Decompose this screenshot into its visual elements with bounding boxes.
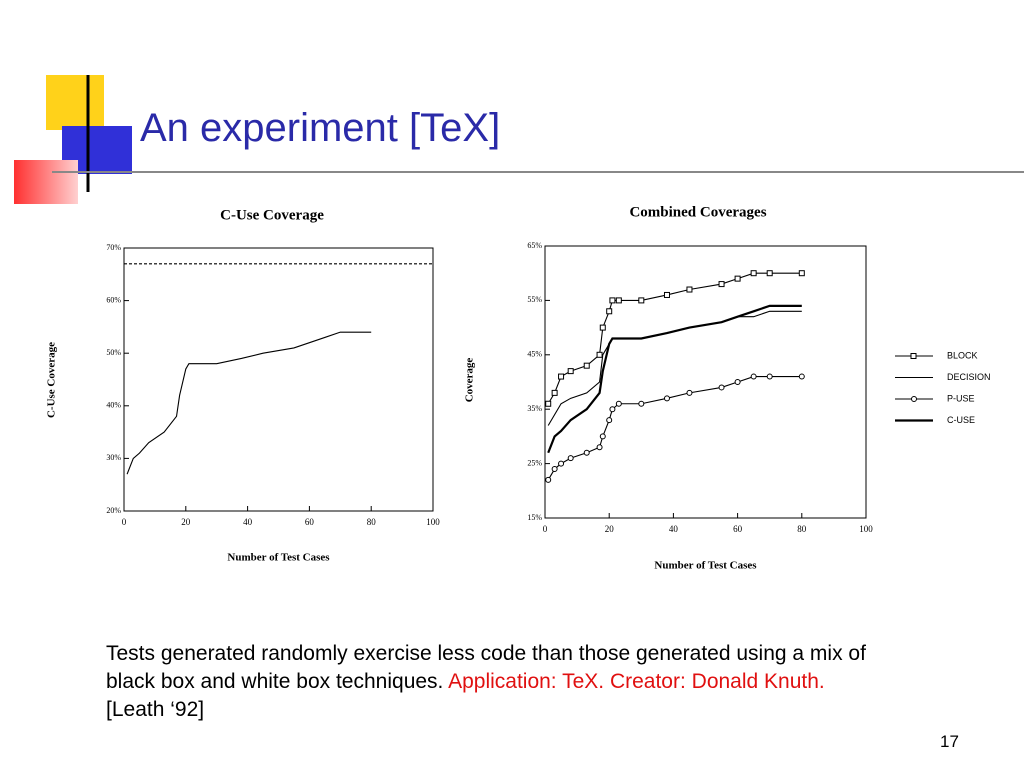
data-marker	[596, 444, 603, 451]
x-tick-label: 100	[426, 517, 440, 527]
legend-label: DECISION	[947, 372, 991, 382]
y-axis-label: Coverage	[464, 358, 476, 403]
x-tick-label: 20	[605, 524, 615, 534]
y-tick-label: 30%	[106, 453, 121, 462]
data-marker	[686, 389, 693, 396]
data-marker	[638, 400, 645, 407]
x-axis-label: Number of Test Cases	[654, 560, 757, 572]
data-marker	[558, 373, 565, 380]
decor-yellow	[46, 75, 104, 130]
x-tick-label: 60	[733, 524, 743, 534]
x-tick-label: 20	[181, 517, 191, 527]
y-tick-label: 50%	[106, 348, 121, 357]
plot-frame	[544, 245, 867, 519]
x-tick-label: 0	[543, 524, 548, 534]
data-marker	[583, 449, 590, 456]
y-tick-label: 20%	[106, 506, 121, 515]
data-marker	[606, 417, 613, 424]
data-marker	[609, 297, 616, 304]
data-marker	[734, 275, 741, 282]
legend-label: BLOCK	[947, 350, 978, 360]
x-tick-label: 40	[243, 517, 253, 527]
plot-frame	[123, 247, 434, 512]
data-marker	[750, 270, 757, 277]
caption: Tests generated randomly exercise less c…	[106, 640, 886, 724]
data-line	[547, 272, 802, 405]
slide-title: An experiment [TeX]	[140, 106, 501, 150]
data-marker	[545, 476, 552, 483]
data-marker	[615, 297, 622, 304]
data-marker	[596, 351, 603, 358]
data-marker	[734, 379, 741, 385]
y-tick-label: 35%	[527, 404, 542, 413]
data-line	[547, 376, 802, 481]
data-marker	[567, 368, 574, 375]
data-marker	[686, 286, 693, 293]
data-marker	[609, 406, 616, 413]
data-marker	[663, 395, 670, 402]
caption-text: Tests generated randomly exercise less c…	[106, 642, 866, 693]
legend-marker	[910, 353, 917, 359]
data-marker	[567, 455, 574, 462]
data-marker	[558, 460, 565, 467]
data-marker	[551, 466, 558, 473]
legend-label: P-USE	[947, 393, 975, 403]
x-tick-label: 40	[669, 524, 679, 534]
x-axis-label: Number of Test Cases	[227, 552, 330, 564]
page-number: 17	[940, 732, 959, 751]
x-tick-label: 80	[367, 517, 377, 527]
data-marker	[599, 433, 606, 440]
data-marker	[663, 291, 670, 298]
data-marker	[798, 270, 805, 277]
y-tick-label: 25%	[527, 458, 542, 467]
data-marker	[599, 324, 606, 331]
y-tick-label: 45%	[527, 350, 542, 359]
caption-credit: Application: TeX. Creator: Donald Knuth.	[448, 670, 825, 693]
caption-ref: [Leath ‘92]	[106, 698, 205, 721]
x-tick-label: 0	[122, 517, 127, 527]
y-tick-label: 55%	[527, 295, 542, 304]
data-marker	[750, 373, 757, 380]
data-marker	[718, 384, 725, 391]
chart-title: Combined Coverages	[629, 204, 766, 220]
data-line	[126, 331, 372, 475]
data-marker	[615, 400, 622, 407]
y-tick-label: 70%	[106, 243, 121, 252]
data-marker	[606, 308, 613, 315]
legend-label: C-USE	[947, 415, 975, 425]
data-marker	[638, 297, 645, 304]
decor-red	[14, 160, 78, 204]
data-marker	[551, 389, 558, 396]
x-tick-label: 60	[305, 517, 315, 527]
y-axis-label: C-Use Coverage	[46, 342, 58, 418]
y-tick-label: 65%	[527, 241, 542, 250]
data-marker	[583, 362, 590, 369]
chart-title: C-Use Coverage	[220, 207, 324, 223]
y-tick-label: 60%	[106, 295, 121, 304]
y-tick-label: 40%	[106, 401, 121, 410]
legend-marker	[911, 396, 917, 402]
y-tick-label: 15%	[527, 513, 542, 522]
data-marker	[766, 270, 773, 277]
data-marker	[766, 373, 773, 380]
data-line	[547, 304, 802, 454]
x-tick-label: 80	[797, 524, 807, 534]
data-marker	[798, 373, 805, 380]
data-marker	[718, 281, 725, 288]
x-tick-label: 100	[859, 524, 873, 534]
data-marker	[545, 400, 552, 407]
